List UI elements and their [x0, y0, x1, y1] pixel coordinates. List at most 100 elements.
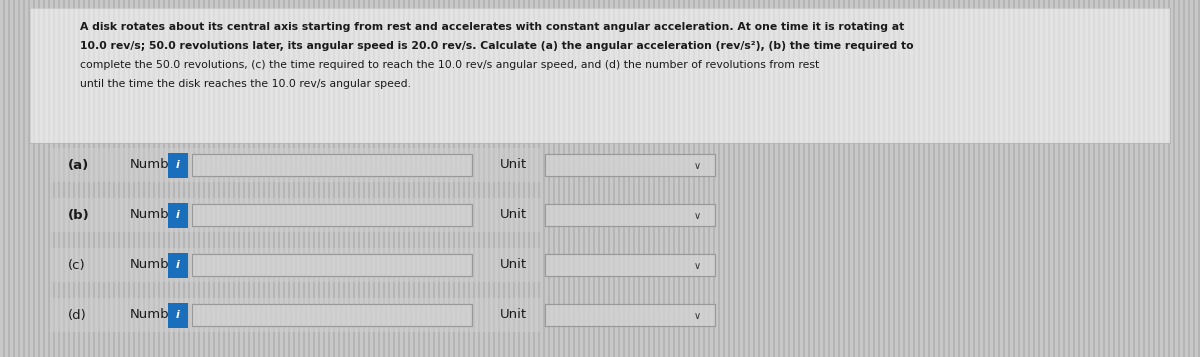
Bar — [50, 8, 53, 143]
Bar — [140, 298, 143, 332]
Bar — [326, 254, 330, 276]
Bar — [287, 304, 289, 326]
Bar — [305, 248, 307, 282]
Bar — [202, 204, 204, 226]
Bar — [1090, 0, 1092, 357]
Bar — [540, 8, 542, 143]
Bar — [1108, 8, 1110, 143]
Bar — [485, 8, 487, 143]
Bar — [860, 0, 863, 357]
Bar — [655, 304, 658, 326]
Bar — [882, 8, 886, 143]
Bar — [312, 0, 314, 357]
Bar — [995, 8, 997, 143]
Bar — [350, 0, 353, 357]
Bar — [125, 148, 127, 182]
Bar — [768, 8, 770, 143]
Bar — [890, 8, 893, 143]
Bar — [570, 304, 572, 326]
Bar — [115, 8, 118, 143]
Bar — [595, 0, 598, 357]
Bar — [355, 298, 358, 332]
Bar — [590, 154, 593, 176]
Bar — [228, 8, 230, 143]
Bar — [852, 8, 854, 143]
Bar — [840, 8, 842, 143]
Bar — [406, 8, 408, 143]
Bar — [125, 248, 127, 282]
Bar — [1066, 8, 1068, 143]
Bar — [265, 8, 268, 143]
Bar — [830, 8, 833, 143]
Bar — [166, 298, 168, 332]
Bar — [695, 304, 697, 326]
Bar — [226, 248, 228, 282]
Bar — [1130, 0, 1133, 357]
Bar — [330, 298, 332, 332]
Bar — [392, 154, 395, 176]
Bar — [962, 0, 965, 357]
Bar — [420, 298, 422, 332]
Bar — [478, 0, 480, 357]
Text: ∨: ∨ — [694, 211, 701, 221]
Bar — [342, 8, 346, 143]
Bar — [352, 154, 354, 176]
Bar — [970, 0, 972, 357]
Bar — [1010, 0, 1013, 357]
Text: (d): (d) — [68, 308, 86, 322]
Bar — [600, 8, 602, 143]
Bar — [362, 204, 365, 226]
Bar — [252, 204, 254, 226]
Bar — [413, 0, 415, 357]
Bar — [202, 254, 204, 276]
Bar — [406, 198, 408, 232]
Bar — [916, 8, 918, 143]
Bar — [442, 304, 444, 326]
Bar — [770, 8, 773, 143]
Bar — [226, 298, 228, 332]
Bar — [1098, 8, 1100, 143]
Bar — [422, 8, 425, 143]
Bar — [238, 0, 240, 357]
Bar — [395, 298, 397, 332]
Bar — [378, 0, 380, 357]
Bar — [620, 154, 623, 176]
Bar — [397, 0, 400, 357]
Bar — [1142, 8, 1145, 143]
Bar — [217, 8, 220, 143]
Bar — [185, 148, 187, 182]
Bar — [1175, 0, 1177, 357]
Bar — [1147, 0, 1150, 357]
Bar — [1100, 8, 1103, 143]
Bar — [1193, 0, 1195, 357]
Bar — [870, 0, 872, 357]
Bar — [372, 304, 374, 326]
Bar — [346, 8, 348, 143]
Bar — [386, 204, 390, 226]
Bar — [282, 0, 286, 357]
Bar — [787, 0, 790, 357]
Bar — [955, 0, 958, 357]
Bar — [242, 8, 245, 143]
Bar — [258, 0, 260, 357]
Bar — [226, 8, 228, 143]
Bar — [250, 148, 252, 182]
Bar — [170, 0, 173, 357]
Bar — [1160, 8, 1163, 143]
Bar — [880, 0, 882, 357]
Bar — [314, 8, 318, 143]
Bar — [320, 8, 323, 143]
Text: (a): (a) — [68, 159, 89, 171]
Bar — [658, 0, 660, 357]
Bar — [410, 248, 413, 282]
Bar — [178, 0, 180, 357]
Bar — [965, 0, 967, 357]
Bar — [882, 0, 886, 357]
Bar — [290, 298, 293, 332]
Bar — [372, 0, 374, 357]
Bar — [170, 8, 173, 143]
Bar — [437, 154, 439, 176]
Bar — [166, 248, 168, 282]
Bar — [1025, 0, 1027, 357]
Bar — [257, 154, 259, 176]
